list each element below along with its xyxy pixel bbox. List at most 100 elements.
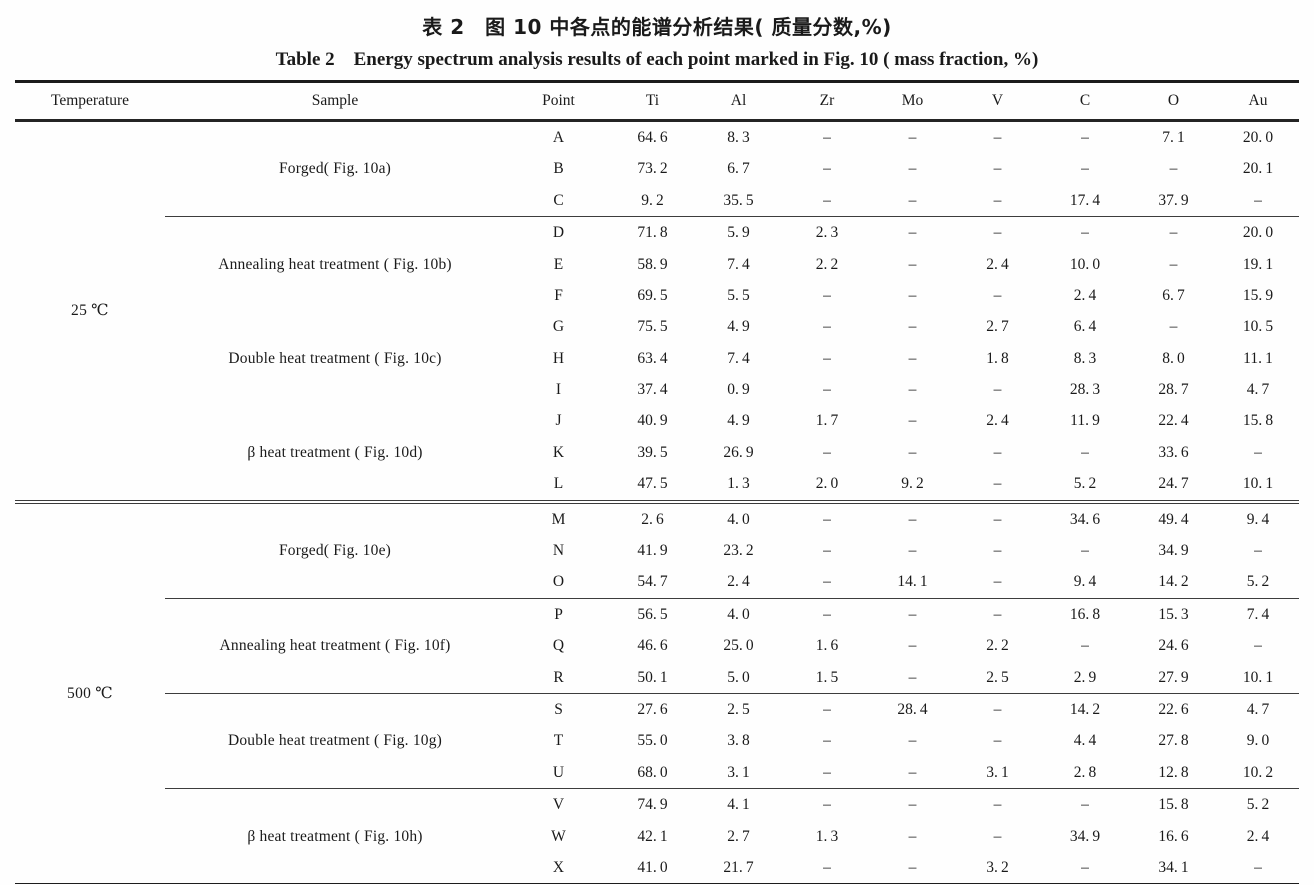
value-cell-au: 15. 9 [1242,286,1274,304]
value-cell-ti: 39. 5 [637,443,668,461]
value-cell-c: 9. 4 [1073,573,1097,591]
value-cell-v: – [955,499,1040,536]
value-cell-zr: 2. 0 [815,475,839,493]
value-cell-o: 28. 7 [1158,381,1189,399]
table-row-point-U: U 68. 0 3. 1 – – 3. 1 2. 8 12. 8 10. 2 [15,757,1299,789]
value-cell-c: – [1081,858,1089,876]
value-cell-al: 7. 4 [727,349,750,367]
value-cell-zr: 1. 3 [815,827,839,845]
value-cell-ti: 58. 9 [637,255,668,273]
value-cell-al: 4. 0 [693,597,784,631]
value-cell-mo: – [908,286,917,304]
point-cell: V [505,788,612,821]
value-cell-c: – [1081,128,1089,146]
value-cell-au: 20. 0 [1217,216,1299,249]
value-cell-o: – [1169,318,1178,336]
col-header-v: V [955,81,1040,122]
table-row-point-H: H 63. 4 7. 4 – – 1. 8 8. 3 8. 0 11. 1 [15,343,1299,374]
table-row-point-T: T 55. 0 3. 8 – – – 4. 4 27. 8 9. 0 [15,725,1299,756]
point-cell: H [552,349,565,367]
point-cell: A [552,128,565,146]
value-cell-zr: – [784,499,870,536]
value-cell-mo: 14. 1 [897,573,928,591]
value-cell-mo: – [908,858,917,876]
value-cell-v: 1. 8 [986,349,1009,367]
value-cell-zr: 1. 7 [815,412,839,430]
point-cell: G [552,318,565,336]
value-cell-mo: – [908,763,917,781]
value-cell-mo: 28. 4 [870,693,955,726]
value-cell-v: – [993,443,1002,461]
value-cell-al: 4. 9 [727,318,750,336]
value-cell-v: 2. 7 [986,318,1009,336]
value-cell-al: 5. 9 [693,216,784,249]
value-cell-c: 2. 9 [1073,668,1097,686]
value-cell-zr: 1. 5 [815,668,839,686]
value-cell-c: 2. 8 [1073,763,1097,781]
value-cell-c: – [1081,637,1089,655]
value-cell-mo: – [870,788,955,821]
value-cell-v: – [993,160,1002,178]
value-cell-v: – [955,597,1040,631]
table-row-point-D: Annealing heat treatment ( Fig. 10b) D 71.… [15,216,1299,312]
point-cell: L [553,475,564,493]
value-cell-mo: – [908,381,917,399]
value-cell-zr: 2. 3 [784,216,870,249]
temperature-cell: 500 ℃ [15,499,165,885]
value-cell-v: – [955,693,1040,726]
value-cell-c: – [1040,216,1130,249]
value-cell-mo: – [870,499,955,536]
value-cell-ti: 54. 7 [637,573,668,591]
sample-cell: Forged( Fig. 10e) [165,499,505,599]
value-cell-au: 19. 1 [1242,255,1274,273]
value-cell-mo: – [870,597,955,631]
table-title-chinese: 表 2 图 10 中各点的能谱分析结果( 质量分数,%) [422,15,892,39]
value-cell-al: 2. 5 [693,693,784,726]
value-cell-al: 3. 1 [727,763,750,781]
value-cell-au: – [1254,542,1262,560]
value-cell-al: 3. 8 [727,732,750,750]
value-cell-au: 9. 4 [1217,499,1299,536]
value-cell-zr: – [784,597,870,631]
table-row-point-E: E 58. 9 7. 4 2. 2 – 2. 4 10. 0 – 19. 1 [15,249,1299,280]
point-cell: E [553,255,564,273]
value-cell-c: 16. 8 [1040,597,1130,631]
value-cell-v: 3. 2 [986,858,1009,876]
value-cell-mo: – [908,318,917,336]
value-cell-al: 5. 5 [727,286,750,304]
value-cell-au: – [1254,637,1262,655]
value-cell-ti: 73. 2 [637,160,668,178]
value-cell-zr: – [823,443,831,461]
value-cell-au: 11. 1 [1243,349,1273,367]
value-cell-o: 16. 6 [1158,827,1189,845]
value-cell-al: 4. 1 [693,788,784,821]
value-cell-ti: 37. 4 [637,381,668,399]
col-header-al: Al [693,81,784,122]
value-cell-v: – [993,381,1002,399]
value-cell-au: 15. 8 [1242,412,1274,430]
col-header-sample: Sample [165,81,505,122]
sample-cell: β heat treatment ( Fig. 10h) [165,788,505,885]
value-cell-o: 37. 9 [1158,191,1189,209]
value-cell-zr: – [823,573,831,591]
value-cell-c: – [1081,160,1089,178]
value-cell-o: 7. 1 [1162,128,1185,146]
table-row-point-V: β heat treatment ( Fig. 10h) V 74. 9 4. 1– –… [15,788,1299,885]
value-cell-o: 33. 6 [1158,443,1189,461]
col-header-au: Au [1217,81,1299,122]
point-cell: B [553,160,564,178]
value-cell-c: – [1081,443,1089,461]
sample-cell: Annealing heat treatment ( Fig. 10b) [165,216,505,312]
value-cell-o: 8. 0 [1162,349,1185,367]
point-cell: X [552,858,565,876]
value-cell-o: 15. 3 [1130,597,1217,631]
value-cell-au: 5. 2 [1246,573,1270,591]
col-header-point: Point [505,81,612,122]
value-cell-au: 20. 0 [1242,128,1274,146]
value-cell-o: 27. 8 [1158,732,1189,750]
value-cell-ti: 50. 1 [637,668,668,686]
col-header-c: C [1040,81,1130,122]
value-cell-ti: 47. 5 [637,475,668,493]
